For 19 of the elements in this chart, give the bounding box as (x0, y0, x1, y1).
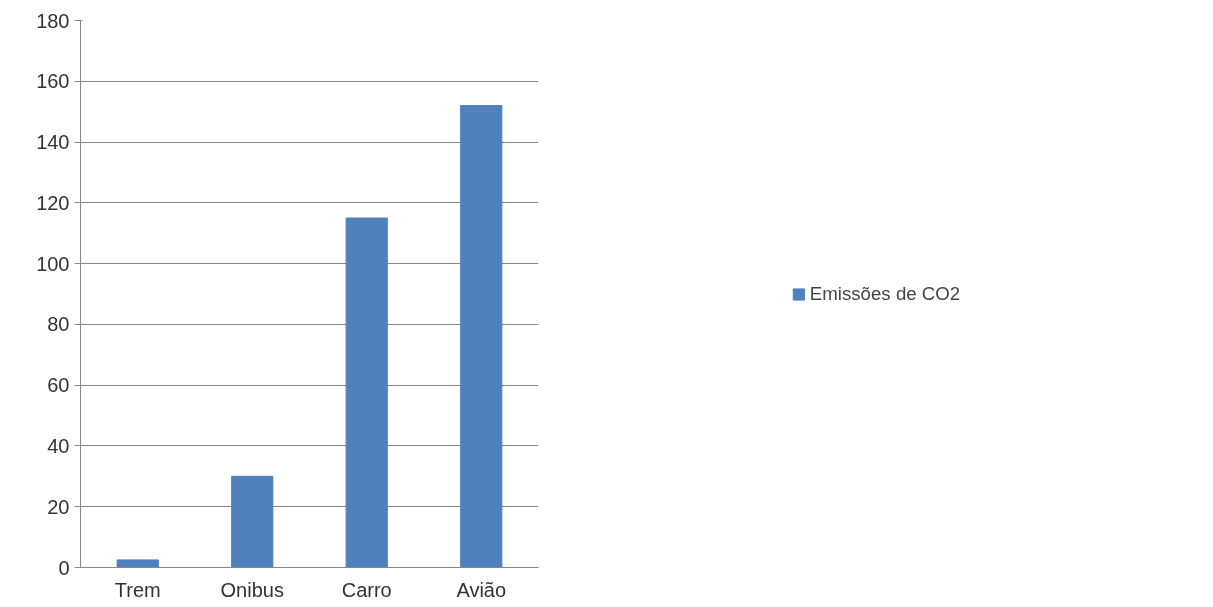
y-tick-label: 140 (36, 131, 70, 154)
x-tick-label: Onibus (220, 578, 284, 601)
y-tick-label: 60 (47, 374, 70, 397)
legend-label: Emissões de CO2 (809, 282, 961, 305)
bar (116, 559, 159, 568)
x-tick-label: Avião (456, 578, 507, 601)
x-tick-label: Trem (114, 578, 161, 601)
y-tick-label: 20 (47, 495, 70, 518)
y-tick-label: 80 (47, 313, 70, 336)
y-tick-label: 40 (47, 434, 70, 457)
bar (345, 217, 388, 568)
y-tick-label: 160 (36, 70, 70, 93)
y-tick-label: 120 (36, 191, 70, 214)
y-tick-label: 100 (36, 252, 70, 275)
x-tick-label: Carro (341, 578, 392, 601)
y-tick-label: 180 (36, 9, 70, 32)
bar (460, 105, 503, 568)
bar (231, 475, 274, 568)
y-tick-label: 0 (58, 556, 70, 579)
